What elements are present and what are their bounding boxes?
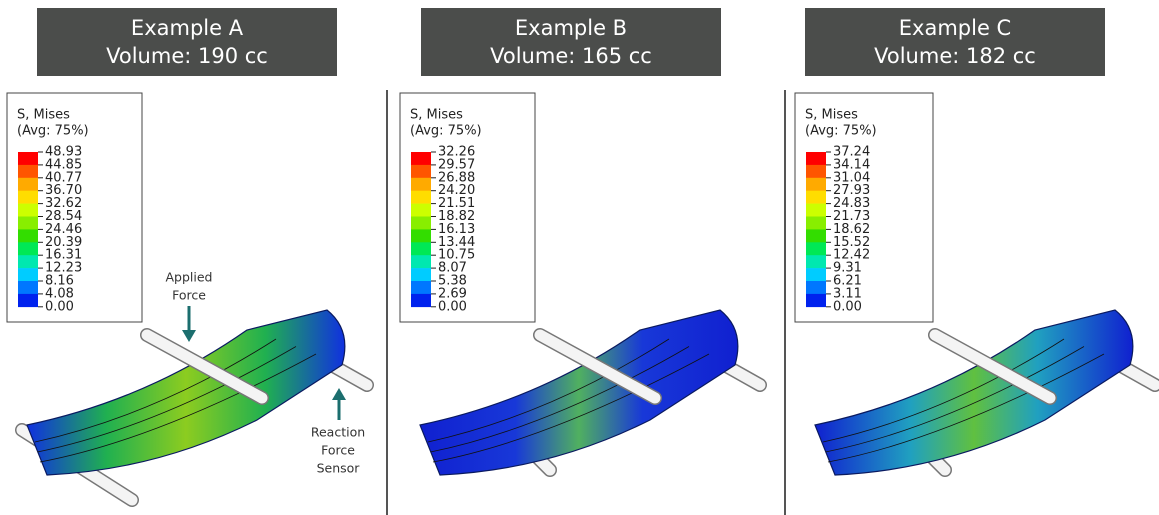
legend-title: S, Mises (410, 108, 463, 123)
header-title: Example A (131, 16, 244, 40)
legend-swatch (806, 217, 826, 230)
legend-title: S, Mises (17, 108, 70, 123)
legend-swatch (806, 165, 826, 178)
legend-swatch (18, 229, 38, 242)
arrowhead (332, 388, 346, 400)
annotation: Force (321, 443, 355, 458)
header-volume: Volume: 182 cc (874, 44, 1036, 68)
legend-swatch (411, 217, 431, 230)
legend-swatch (806, 229, 826, 242)
header-title: Example B (515, 16, 627, 40)
legend-swatch (806, 178, 826, 191)
legend-swatch (806, 204, 826, 217)
legend-swatch (411, 255, 431, 268)
legend-swatch (18, 255, 38, 268)
legend-swatch (18, 191, 38, 204)
legend-swatch (411, 191, 431, 204)
annotation: Sensor (317, 461, 361, 476)
beam (815, 310, 1133, 475)
legend-swatch (411, 281, 431, 294)
legend-value: 0.00 (833, 299, 862, 314)
arrowhead (182, 330, 196, 342)
legend-swatch (806, 255, 826, 268)
legend-swatch (411, 268, 431, 281)
panel: S, Mises(Avg: 75%)37.2434.1431.0427.9324… (795, 93, 1155, 475)
legend-title: S, Mises (805, 108, 858, 123)
annotation: Force (172, 288, 206, 303)
legend-swatch (18, 242, 38, 255)
legend-swatch (411, 204, 431, 217)
legend-swatch (806, 294, 826, 307)
legend-swatch (411, 242, 431, 255)
header-volume: Volume: 190 cc (106, 44, 268, 68)
legend-swatch (806, 281, 826, 294)
legend-swatch (18, 165, 38, 178)
annotation: Reaction (311, 425, 365, 440)
legend-swatch (411, 294, 431, 307)
legend-swatch (806, 152, 826, 165)
legend-swatch (806, 242, 826, 255)
panel: S, Mises(Avg: 75%)32.2629.5726.8824.2021… (400, 93, 760, 475)
legend-swatch (411, 178, 431, 191)
legend-swatch (806, 268, 826, 281)
legend-swatch (18, 268, 38, 281)
header-title: Example C (899, 16, 1011, 40)
legend-value: 0.00 (438, 299, 467, 314)
beam (420, 310, 738, 475)
legend-swatch (806, 191, 826, 204)
legend-subtitle: (Avg: 75%) (805, 124, 877, 139)
legend-swatch (18, 294, 38, 307)
legend-swatch (18, 204, 38, 217)
legend-swatch (411, 229, 431, 242)
legend-swatch (18, 178, 38, 191)
legend-subtitle: (Avg: 75%) (17, 124, 89, 139)
legend-swatch (18, 217, 38, 230)
annotation: Applied (166, 270, 213, 285)
legend-swatch (411, 152, 431, 165)
header-volume: Volume: 165 cc (490, 44, 652, 68)
legend-subtitle: (Avg: 75%) (410, 124, 482, 139)
legend-swatch (18, 281, 38, 294)
figure: Example AVolume: 190 ccS, Mises(Avg: 75%… (0, 0, 1159, 515)
legend-value: 0.00 (45, 299, 74, 314)
legend-swatch (18, 152, 38, 165)
legend-swatch (411, 165, 431, 178)
